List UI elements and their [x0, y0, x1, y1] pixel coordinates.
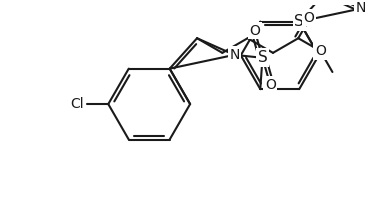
Text: S: S [258, 50, 268, 65]
Text: N: N [229, 48, 239, 62]
Text: O: O [249, 24, 260, 38]
Text: O: O [265, 78, 276, 92]
Text: Cl: Cl [70, 97, 84, 111]
Text: O: O [315, 44, 326, 58]
Text: N: N [356, 1, 366, 16]
Text: S: S [294, 14, 304, 29]
Text: O: O [303, 11, 314, 25]
